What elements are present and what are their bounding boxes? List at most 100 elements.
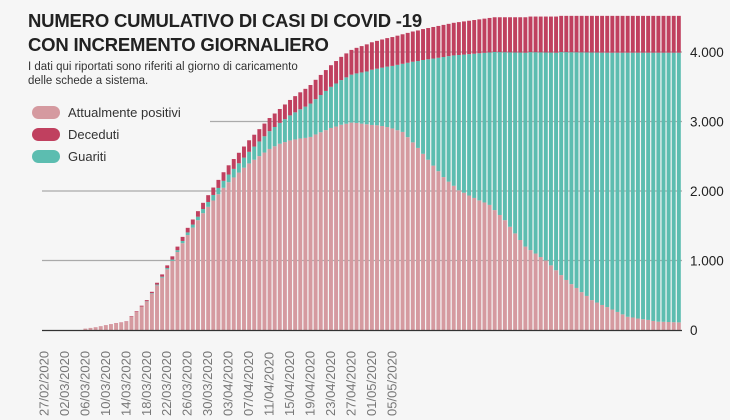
bar-positivi bbox=[482, 202, 487, 330]
chart-title: NUMERO CUMULATIVO DI CASI DI COVID -19 C… bbox=[28, 9, 422, 57]
legend-swatch-deceduti bbox=[32, 127, 60, 141]
bar-deceduti bbox=[252, 134, 257, 147]
bar-guariti bbox=[502, 52, 507, 221]
bar-guariti bbox=[436, 57, 441, 172]
title-line-2: CON INCREMENTO GIORNALIERO bbox=[28, 34, 329, 55]
bar-positivi bbox=[436, 171, 441, 330]
bar-guariti bbox=[359, 72, 364, 124]
bar-guariti bbox=[497, 52, 502, 215]
bar-guariti bbox=[216, 187, 221, 195]
bar-positivi bbox=[426, 159, 431, 330]
bar-positivi bbox=[334, 126, 339, 330]
bar-positivi bbox=[518, 239, 523, 330]
bar-positivi bbox=[538, 257, 543, 330]
bar-positivi bbox=[610, 309, 615, 330]
bar-positivi bbox=[446, 181, 451, 330]
bar-guariti bbox=[170, 259, 175, 261]
bar-deceduti bbox=[288, 99, 292, 116]
bar-positivi bbox=[93, 327, 98, 330]
x-tick-label: 05/05/2020 bbox=[384, 351, 399, 416]
legend-item-deceduti: Deceduti bbox=[32, 123, 181, 145]
bar-deceduti bbox=[615, 15, 620, 53]
bar-guariti bbox=[467, 54, 472, 196]
bar-guariti bbox=[543, 52, 548, 261]
bar-deceduti bbox=[415, 30, 420, 62]
bar-positivi bbox=[472, 197, 477, 330]
bar-guariti bbox=[671, 52, 676, 323]
bar-guariti bbox=[646, 52, 651, 320]
bar-positivi bbox=[119, 322, 124, 330]
bar-guariti bbox=[252, 146, 257, 160]
bar-guariti bbox=[308, 103, 313, 137]
x-tick-label: 01/05/2020 bbox=[364, 351, 379, 416]
bar-guariti bbox=[149, 293, 154, 294]
bar-deceduti bbox=[395, 35, 400, 65]
bar-guariti bbox=[288, 115, 292, 141]
bar-deceduti bbox=[569, 15, 574, 53]
bar-deceduti bbox=[185, 227, 190, 233]
bar-positivi bbox=[574, 287, 579, 330]
bar-positivi bbox=[344, 123, 349, 330]
bar-guariti bbox=[201, 209, 206, 214]
bar-positivi bbox=[277, 143, 282, 330]
bar-deceduti bbox=[277, 108, 282, 123]
bar-deceduti bbox=[216, 179, 221, 188]
y-tick-label: 4.000 bbox=[690, 45, 724, 60]
bar-guariti bbox=[185, 232, 190, 236]
bar-guariti bbox=[554, 52, 559, 271]
bar-positivi bbox=[124, 321, 129, 330]
bar-positivi bbox=[231, 177, 236, 330]
bar-positivi bbox=[226, 182, 231, 330]
bar-deceduti bbox=[375, 40, 379, 69]
bar-positivi bbox=[395, 130, 400, 330]
bar-positivi bbox=[103, 325, 108, 330]
bar-guariti bbox=[339, 80, 344, 125]
bar-deceduti bbox=[190, 219, 195, 225]
bar-deceduti bbox=[385, 38, 390, 67]
bar-guariti bbox=[431, 58, 436, 166]
bar-guariti bbox=[651, 52, 656, 321]
bar-guariti bbox=[405, 62, 410, 138]
bar-guariti bbox=[600, 52, 605, 305]
bar-guariti bbox=[180, 240, 185, 244]
bar-guariti bbox=[195, 216, 200, 221]
bar-positivi bbox=[492, 210, 497, 330]
bar-guariti bbox=[410, 61, 415, 143]
bar-guariti bbox=[533, 52, 538, 254]
bar-positivi bbox=[584, 295, 589, 330]
bar-deceduti bbox=[646, 15, 651, 53]
bar-guariti bbox=[165, 268, 170, 270]
x-tick-label: 03/04/2020 bbox=[221, 351, 236, 416]
bar-positivi bbox=[385, 127, 390, 330]
bar-positivi bbox=[651, 320, 656, 330]
bar-guariti bbox=[528, 52, 533, 251]
bar-guariti bbox=[574, 52, 579, 288]
bar-deceduti bbox=[651, 15, 656, 53]
subtitle-line-2: delle schede a sistema. bbox=[28, 75, 149, 87]
bar-positivi bbox=[528, 250, 533, 330]
bar-guariti bbox=[175, 250, 180, 253]
bar-deceduti bbox=[139, 305, 144, 307]
bar-positivi bbox=[267, 148, 272, 330]
bar-deceduti bbox=[236, 152, 241, 164]
legend-label: Deceduti bbox=[68, 126, 120, 142]
bar-positivi bbox=[625, 316, 630, 330]
bar-deceduti bbox=[175, 246, 180, 251]
bar-deceduti bbox=[308, 85, 313, 104]
bar-deceduti bbox=[574, 15, 579, 53]
bar-positivi bbox=[88, 327, 93, 330]
bar-positivi bbox=[533, 253, 538, 330]
legend-item-guariti: Guariti bbox=[32, 145, 181, 167]
bar-guariti bbox=[564, 52, 569, 280]
bar-guariti bbox=[236, 163, 241, 173]
bar-deceduti bbox=[518, 17, 523, 53]
bar-positivi bbox=[339, 124, 344, 330]
bar-deceduti bbox=[523, 17, 528, 53]
bar-deceduti bbox=[513, 17, 518, 53]
bar-positivi bbox=[477, 200, 482, 330]
bar-positivi bbox=[375, 125, 379, 330]
bar-guariti bbox=[155, 284, 159, 286]
bar-deceduti bbox=[318, 74, 323, 96]
bar-guariti bbox=[323, 90, 328, 131]
